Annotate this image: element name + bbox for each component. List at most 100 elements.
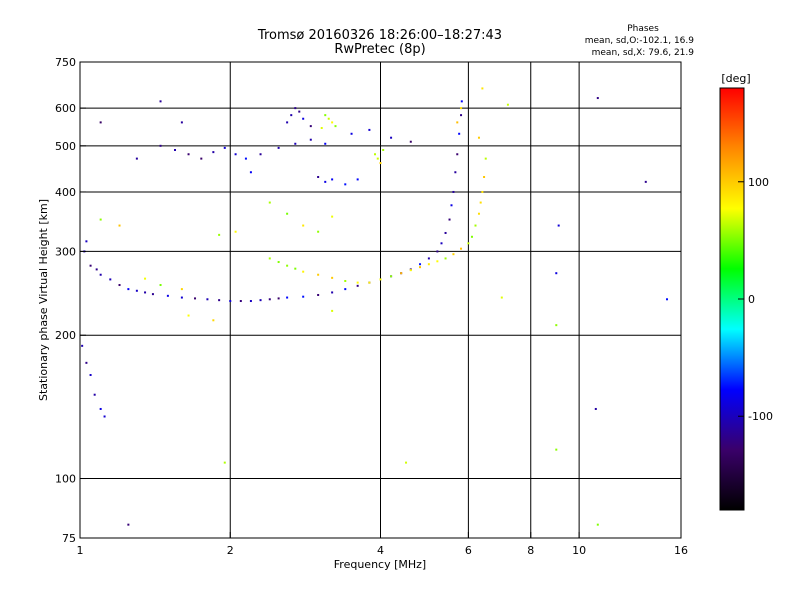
x-mode-point — [409, 269, 412, 272]
o-mode-point — [456, 153, 459, 156]
o-mode-point — [458, 132, 461, 135]
o-mode-point — [159, 144, 162, 147]
x-mode-point — [286, 212, 289, 215]
o-mode-point — [268, 298, 271, 301]
o-mode-point — [644, 180, 647, 183]
o-mode-point — [390, 136, 393, 139]
colorbar-ticks: 100 0 -100 — [738, 176, 773, 423]
x-mode-point — [286, 264, 289, 267]
x-mode-point — [144, 277, 147, 280]
x-mode-point — [555, 448, 558, 451]
x-mode-point — [460, 247, 463, 250]
o-mode-point — [151, 293, 154, 296]
o-mode-point — [159, 100, 162, 103]
y-tick-label: 75 — [62, 532, 76, 545]
stats-heading: Phases — [627, 24, 659, 34]
o-mode-point — [427, 257, 430, 260]
x-mode-point — [382, 148, 385, 151]
x-mode-point — [379, 278, 382, 281]
o-mode-point — [344, 288, 347, 291]
x-mode-point — [470, 235, 473, 238]
x-mode-point — [368, 281, 371, 284]
o-mode-point — [135, 289, 138, 292]
x-mode-point — [405, 461, 408, 464]
x-mode-point — [331, 276, 334, 279]
x-mode-point — [555, 324, 558, 327]
o-mode-point — [244, 157, 247, 160]
x-mode-point — [483, 175, 486, 178]
x-mode-point — [327, 117, 330, 120]
x-tick-label: 1 — [77, 544, 84, 557]
y-tick-label: 200 — [55, 329, 76, 342]
o-mode-point — [302, 295, 305, 298]
x-mode-point — [331, 215, 334, 218]
o-mode-point — [324, 142, 327, 145]
axis-ticks: 1 2 4 6 8 10 16 75 100 200 300 400 500 600 750 — [55, 56, 688, 557]
x-mode-point — [302, 270, 305, 273]
x-tick-label: 8 — [527, 544, 534, 557]
o-mode-point — [317, 293, 320, 296]
o-mode-point — [356, 178, 359, 181]
o-mode-point — [277, 297, 280, 300]
o-mode-point — [93, 393, 96, 396]
y-tick-label: 600 — [55, 102, 76, 115]
x-mode-point — [99, 218, 102, 221]
o-mode-point — [103, 415, 106, 418]
x-mode-point — [436, 260, 439, 263]
x-mode-point — [477, 212, 480, 215]
x-mode-point — [467, 242, 470, 245]
o-mode-point — [344, 183, 347, 186]
x-mode-point — [324, 114, 327, 117]
y-tick-label: 750 — [55, 56, 76, 69]
x-mode-point — [268, 257, 271, 260]
x-mode-point — [159, 284, 162, 287]
x-tick-label: 2 — [227, 544, 234, 557]
o-mode-point — [99, 121, 102, 124]
o-mode-point — [454, 171, 457, 174]
o-mode-point — [180, 121, 183, 124]
o-mode-point — [85, 240, 88, 243]
o-mode-point — [249, 300, 252, 303]
y-tick-label: 300 — [55, 245, 76, 258]
o-mode-point — [200, 157, 203, 160]
o-mode-point — [324, 180, 327, 183]
x-mode-point — [317, 273, 320, 276]
o-mode-point — [368, 128, 371, 131]
x-mode-point — [277, 261, 280, 264]
x-mode-point — [452, 253, 455, 256]
x-mode-point — [481, 87, 484, 90]
colorbar-label: [deg] — [721, 72, 750, 85]
grid-lines — [80, 62, 681, 538]
o-mode-point — [277, 146, 280, 149]
x-mode-point — [506, 103, 509, 106]
o-mode-point — [594, 407, 597, 410]
o-mode-point — [350, 132, 353, 135]
o-mode-point — [118, 284, 121, 287]
x-tick-label: 16 — [674, 544, 688, 557]
y-tick-label: 100 — [55, 473, 76, 486]
data-points — [81, 87, 669, 526]
o-mode-point — [436, 250, 439, 253]
x-mode-point — [474, 224, 477, 227]
x-mode-point — [320, 127, 323, 130]
y-axis-label: Stationary phase Virtual Height [km] — [37, 199, 50, 401]
o-mode-point — [99, 273, 102, 276]
x-mode-point — [419, 266, 422, 269]
o-mode-point — [95, 268, 98, 271]
x-mode-point — [317, 230, 320, 233]
x-mode-point — [427, 263, 430, 266]
o-mode-point — [194, 297, 197, 300]
x-mode-point — [331, 121, 334, 124]
o-mode-point — [444, 231, 447, 234]
stats-x-mode: mean, sd,X: 79.6, 21.9 — [592, 48, 695, 58]
o-mode-point — [223, 146, 226, 149]
o-mode-point — [89, 264, 92, 267]
o-mode-point — [452, 190, 455, 193]
o-mode-point — [166, 294, 169, 297]
x-tick-label: 4 — [377, 544, 384, 557]
o-mode-point — [212, 151, 215, 154]
x-mode-point — [444, 257, 447, 260]
o-mode-point — [317, 175, 320, 178]
o-mode-point — [234, 153, 237, 156]
x-mode-point — [187, 314, 190, 317]
